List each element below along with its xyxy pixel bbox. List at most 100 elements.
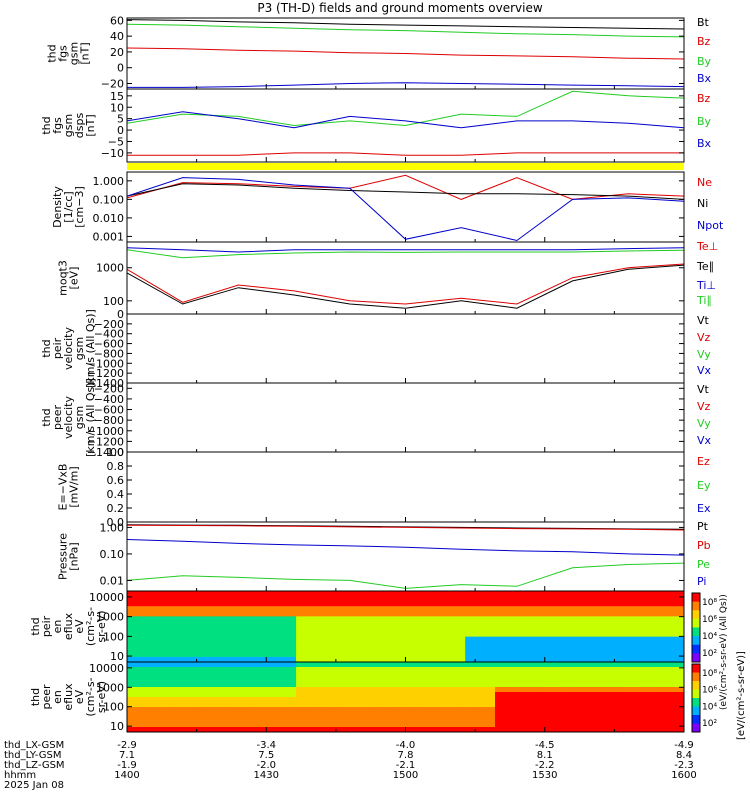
colorbar-segment xyxy=(692,644,700,654)
heat-cell xyxy=(514,677,526,683)
heat-cell xyxy=(375,727,387,732)
heat-cell xyxy=(276,692,287,698)
heat-cell xyxy=(415,616,426,623)
heat-cell xyxy=(315,697,327,703)
heat-cell xyxy=(176,662,188,668)
heat-cell xyxy=(365,662,377,668)
colorbar-segment xyxy=(692,618,700,628)
heat-cell xyxy=(385,601,397,607)
ytick-label: 0 xyxy=(117,124,124,137)
heat-cell xyxy=(286,606,297,612)
heat-cell xyxy=(614,677,625,683)
heat-cell xyxy=(156,606,168,612)
heat-cell xyxy=(266,682,277,688)
ylabel-line: velocity xyxy=(62,327,75,370)
heat-cell xyxy=(156,646,168,653)
heat-cell xyxy=(465,601,476,607)
heat-cell xyxy=(156,591,168,597)
heat-cell xyxy=(445,656,456,662)
heat-cell xyxy=(146,636,158,643)
heat-cell xyxy=(614,646,625,653)
heat-cell xyxy=(425,646,436,653)
heat-cell xyxy=(236,636,247,643)
heat-cell xyxy=(136,667,148,673)
heat-cell xyxy=(196,707,208,713)
heat-cell xyxy=(375,722,387,728)
heat-cell xyxy=(186,677,198,683)
heat-cell xyxy=(654,616,665,623)
legend-Te⊥: Te⊥ xyxy=(696,240,718,253)
colorbar-segment xyxy=(692,672,700,682)
heat-cell xyxy=(286,646,297,653)
heat-cell xyxy=(166,667,178,673)
heat-cell xyxy=(206,717,218,723)
heat-cell xyxy=(514,712,526,718)
heat-cell xyxy=(405,712,417,718)
heat-cell xyxy=(395,611,407,617)
heat-cell xyxy=(465,626,476,633)
heat-cell xyxy=(136,621,148,628)
heat-cell xyxy=(514,601,526,607)
heat-cell xyxy=(485,707,496,713)
heat-cell xyxy=(455,707,466,713)
legend-Bt: Bt xyxy=(697,16,710,29)
ytick-label: 10 xyxy=(110,650,124,663)
heat-cell xyxy=(315,656,327,662)
heat-cell xyxy=(644,667,655,673)
heat-cell xyxy=(495,651,506,658)
heat-cell xyxy=(654,712,665,718)
heat-cell xyxy=(206,692,218,698)
heat-cell xyxy=(654,692,665,698)
heat-cell xyxy=(654,596,665,602)
series-line-Ti∥ xyxy=(127,249,684,259)
heat-cell xyxy=(415,641,426,648)
heat-cell xyxy=(614,697,625,703)
heat-cell xyxy=(664,656,675,662)
heat-cell xyxy=(654,656,665,662)
heat-cell xyxy=(166,596,178,602)
heat-cell xyxy=(584,687,596,693)
heat-cell xyxy=(315,646,327,653)
heat-cell xyxy=(156,636,168,643)
heat-cell xyxy=(435,656,446,662)
heat-cell xyxy=(495,636,506,643)
heat-cell xyxy=(435,692,446,698)
colorbar-segment xyxy=(692,715,700,724)
heat-cell xyxy=(276,667,287,673)
heat-cell xyxy=(186,707,198,713)
heat-cell xyxy=(534,672,546,678)
heat-cell xyxy=(355,702,367,708)
heat-cell xyxy=(335,727,347,732)
heat-cell xyxy=(315,672,327,678)
heat-cell xyxy=(584,641,596,648)
heat-cell xyxy=(584,631,596,638)
heat-cell xyxy=(504,677,516,683)
heat-cell xyxy=(564,636,576,643)
heat-cell xyxy=(574,651,586,658)
heat-cell xyxy=(306,621,317,628)
heat-cell xyxy=(514,636,526,643)
heat-cell xyxy=(664,636,675,643)
heat-cell xyxy=(345,687,357,693)
heat-cell xyxy=(405,702,417,708)
heat-cell xyxy=(514,687,526,693)
heat-cell xyxy=(375,712,387,718)
heat-cell xyxy=(544,717,556,723)
heat-cell xyxy=(604,606,615,612)
heat-cell xyxy=(276,636,287,643)
heat-cell xyxy=(385,727,397,732)
heat-cell xyxy=(445,651,456,658)
legend-Ne: Ne xyxy=(697,176,712,189)
status-bar xyxy=(127,163,684,170)
heat-cell xyxy=(345,651,357,658)
heat-cell xyxy=(345,682,357,688)
heat-cell xyxy=(624,707,635,713)
heat-cell xyxy=(554,697,566,703)
heat-cell xyxy=(554,591,566,597)
heat-cell xyxy=(315,591,327,597)
heat-cell xyxy=(306,626,317,633)
heat-cell xyxy=(236,621,247,628)
heat-cell xyxy=(296,606,307,612)
heat-cell xyxy=(654,641,665,648)
heat-cell xyxy=(395,596,407,602)
